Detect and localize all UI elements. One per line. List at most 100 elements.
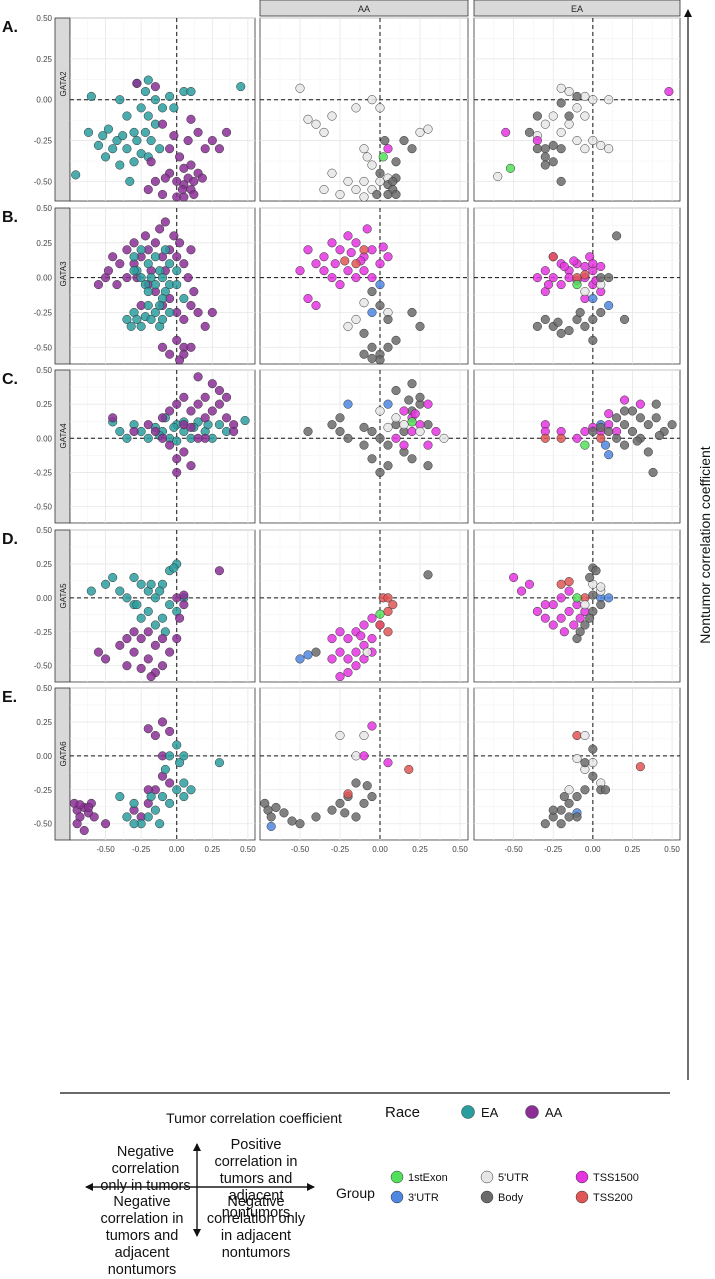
data-point [569,256,579,266]
data-point [548,140,558,150]
data-point [439,433,449,443]
data-point [580,600,590,610]
data-point [155,144,165,154]
data-point [524,579,535,589]
data-point [362,647,372,657]
quadrant-top-left: Negative correlation only in tumors [100,1144,191,1194]
data-point [155,224,165,234]
data-point [146,157,156,167]
data-point [112,280,122,290]
data-point [311,812,321,822]
data-point [351,647,361,657]
data-point [564,577,574,587]
column-title: EA [571,4,583,14]
axes-layer: A. 0.50 0.25 0.00 -0.25 -0.50 B. 0.50 0.25 0.00 -0… [2,14,680,854]
data-point [186,785,196,795]
legend-group-label: 1stExon [408,1172,448,1184]
data-point [311,647,321,657]
data-point [404,764,414,774]
data-point [423,420,433,430]
data-point [351,273,361,283]
data-point [197,173,207,183]
data-point [588,314,598,324]
scatter-panel [69,687,256,841]
data-point [236,82,246,92]
data-point [327,111,337,121]
scatter-panel [69,529,256,683]
data-point [600,440,611,450]
panel-frame [69,687,256,841]
data-point [391,385,401,396]
data-point [129,647,139,657]
data-point [200,392,210,402]
data-point [556,328,566,338]
panel-letter: D. [2,531,18,548]
data-point [200,413,210,423]
data-point [311,119,321,129]
data-point [572,634,582,644]
legend-group-swatch [575,1170,589,1184]
y-tick-label: -0.25 [34,628,53,637]
data-point [172,266,182,276]
data-point [143,111,153,121]
data-point [327,805,337,815]
y-tick-label: 0.00 [36,594,52,603]
data-point [532,111,542,121]
data-point [509,572,519,583]
y-tick-label: -0.50 [34,343,53,352]
data-point [103,124,113,134]
data-point [359,328,369,338]
data-point [179,590,189,600]
data-point [150,593,160,603]
data-point [407,417,417,427]
data-point [588,590,598,600]
data-point [619,406,630,416]
data-point [200,321,210,331]
data-point [559,792,569,802]
data-point [580,758,590,768]
data-point [540,160,550,170]
data-point [343,654,353,664]
data-point [335,280,345,290]
data-point [399,420,409,430]
data-point [146,579,156,589]
data-point [543,280,554,290]
data-point [351,812,361,822]
data-point [327,168,337,178]
x-tick-label: -0.50 [96,845,115,854]
data-point [103,266,113,276]
data-point [179,349,189,359]
data-point [150,238,160,248]
data-point [359,144,369,154]
data-point [588,758,598,768]
data-point [367,287,377,297]
data-point [375,168,385,178]
data-point [79,825,89,836]
data-point [157,792,168,802]
legend-group-swatch [390,1170,404,1184]
data-point [172,399,182,409]
data-point [143,300,153,311]
legend-group-label: 3'UTR [408,1192,439,1204]
data-point [155,300,165,311]
y-tick-label: 0.50 [36,14,52,23]
data-point [160,217,170,227]
data-point [580,287,590,297]
x-tick-label: -0.25 [544,845,563,854]
data-point [108,252,118,262]
data-point [172,335,182,345]
data-point [303,245,313,255]
data-point [604,95,614,105]
data-point [129,572,139,583]
data-point [143,812,153,822]
data-point [367,721,377,731]
data-point [129,819,139,829]
data-point [165,751,175,761]
data-point [83,802,94,812]
data-point [169,422,179,432]
y-tick-label: 0.25 [36,400,52,409]
data-point [415,127,425,137]
row-gene-label: GATA5 [59,583,68,609]
y-tick-label: 0.50 [36,526,52,535]
data-point [351,238,361,248]
